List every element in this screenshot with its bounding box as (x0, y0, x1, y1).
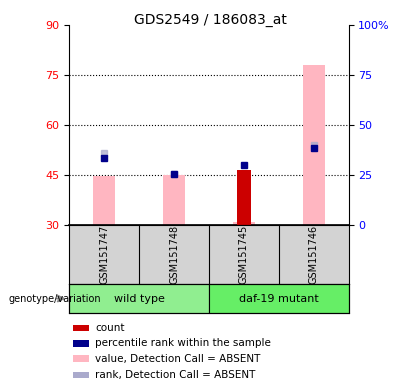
Text: GSM151747: GSM151747 (99, 225, 109, 284)
Bar (73, 356, 89, 362)
Bar (163, 175, 185, 225)
Bar (73, 340, 89, 347)
Bar (73, 372, 89, 378)
Text: daf-19 mutant: daf-19 mutant (239, 293, 319, 304)
Bar (73, 325, 89, 331)
Text: wild type: wild type (114, 293, 165, 304)
Bar (236, 170, 251, 225)
Text: GSM151746: GSM151746 (309, 225, 319, 284)
Text: count: count (95, 323, 124, 333)
Bar (93, 176, 116, 225)
Text: genotype/variation: genotype/variation (8, 293, 101, 304)
Bar (233, 222, 255, 225)
Text: GDS2549 / 186083_at: GDS2549 / 186083_at (134, 13, 286, 27)
Bar (302, 65, 325, 225)
Bar (209, 284, 349, 313)
Text: GSM151745: GSM151745 (239, 225, 249, 284)
Text: value, Detection Call = ABSENT: value, Detection Call = ABSENT (95, 354, 260, 364)
Text: GSM151748: GSM151748 (169, 225, 179, 284)
Text: rank, Detection Call = ABSENT: rank, Detection Call = ABSENT (95, 370, 255, 380)
Text: percentile rank within the sample: percentile rank within the sample (95, 338, 271, 348)
Bar (69, 284, 209, 313)
